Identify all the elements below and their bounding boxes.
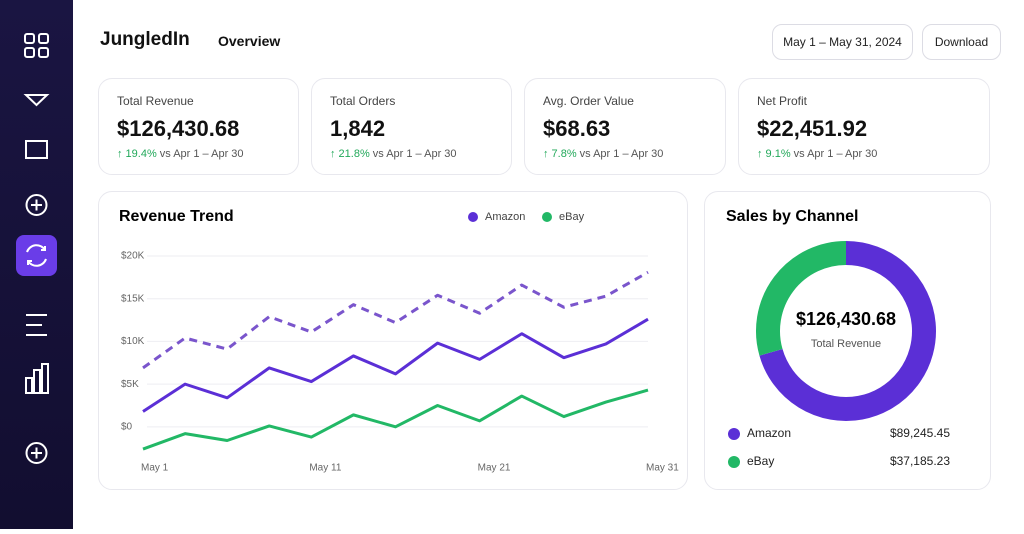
kpi-change: ↑ 7.8% vs Apr 1 – Apr 30 <box>543 148 664 160</box>
line-series <box>142 317 649 413</box>
legend-value: $37,185.23 <box>890 454 950 468</box>
legend-value: $89,245.45 <box>890 426 950 440</box>
active-nav[interactable] <box>16 235 57 276</box>
y-tick-label: $0 <box>121 421 133 432</box>
legend-label: Amazon <box>485 211 525 223</box>
line-chart: Revenue Trend $0 $5K $10K $15K $20K May 1 May … <box>119 208 679 474</box>
legend-swatch <box>728 456 740 468</box>
donut-center-value: $126,430.68 <box>796 309 896 329</box>
kpi-card: Total Orders 1,842 ↑ 21.8% vs Apr 1 – Apr 3… <box>311 78 512 175</box>
kpi-value: $68.63 <box>543 116 611 141</box>
kpi-label: Net Profit <box>757 94 808 108</box>
y-tick-label: $10K <box>121 336 145 347</box>
kpi-value: $126,430.68 <box>117 116 240 141</box>
legend-label: eBay <box>747 454 774 468</box>
brand: JungledIn <box>100 29 190 50</box>
download-button[interactable]: Download <box>922 24 1001 60</box>
kpi-compare: vs Apr 1 – Apr 30 <box>579 148 664 160</box>
kpi-card: Net Profit $22,451.92 ↑ 9.1% vs Apr 1 – Apr… <box>738 78 990 175</box>
kpi-value: $22,451.92 <box>757 116 868 141</box>
sidebar <box>0 0 73 529</box>
donut-segment <box>756 241 847 356</box>
x-tick-label: May 31 <box>646 463 679 474</box>
legend-label: Amazon <box>747 426 791 440</box>
date-range[interactable]: May 1 – May 31, 2024 <box>772 24 913 60</box>
chart-title: Sales by Channel <box>726 208 859 225</box>
donut-segment <box>759 241 936 421</box>
kpi-change: ↑ 19.4% vs Apr 1 – Apr 30 <box>117 148 244 160</box>
kpi-compare: vs Apr 1 – Apr 30 <box>159 148 244 160</box>
kpi-compare: vs Apr 1 – Apr 30 <box>372 148 457 160</box>
x-tick-label: May 1 <box>141 463 169 474</box>
kpi-label: Total Orders <box>330 94 396 108</box>
donut-chart: Sales by Channel Amazon $89,245.45 eBay $37… <box>726 208 950 468</box>
line-series <box>142 388 649 451</box>
line-series <box>142 270 649 370</box>
x-tick-label: May 21 <box>478 463 511 474</box>
y-tick-label: $5K <box>121 379 139 390</box>
legend-swatch <box>542 212 552 222</box>
kpi-change: ↑ 9.1% vs Apr 1 – Apr 30 <box>757 148 878 160</box>
x-tick-label: May 11 <box>309 463 341 474</box>
kpi-card: Avg. Order Value $68.63 ↑ 7.8% vs Apr 1 – A… <box>524 78 726 175</box>
legend-label: eBay <box>559 211 585 223</box>
y-tick-label: $15K <box>121 293 145 304</box>
kpi-label: Avg. Order Value <box>543 94 634 108</box>
legend-swatch <box>468 212 478 222</box>
kpi-card: Total Revenue $126,430.68 ↑ 19.4% vs Apr 1 … <box>98 78 299 175</box>
donut-center-label: Total Revenue <box>811 338 881 350</box>
kpi-value: 1,842 <box>330 116 386 141</box>
kpi-label: Total Revenue <box>117 94 194 108</box>
sidebar-icons <box>16 33 57 464</box>
chart-title: Revenue Trend <box>119 208 234 225</box>
tab[interactable]: Overview <box>218 33 281 49</box>
legend-swatch <box>728 428 740 440</box>
revenue-card: Revenue Trend $0 $5K $10K $15K $20K May 1 May … <box>98 191 688 490</box>
channel-card: Sales by Channel Amazon $89,245.45 eBay $37… <box>704 191 991 490</box>
kpi-compare: vs Apr 1 – Apr 30 <box>793 148 878 160</box>
kpi-change: ↑ 21.8% vs Apr 1 – Apr 30 <box>330 148 457 160</box>
y-tick-label: $20K <box>121 251 145 262</box>
